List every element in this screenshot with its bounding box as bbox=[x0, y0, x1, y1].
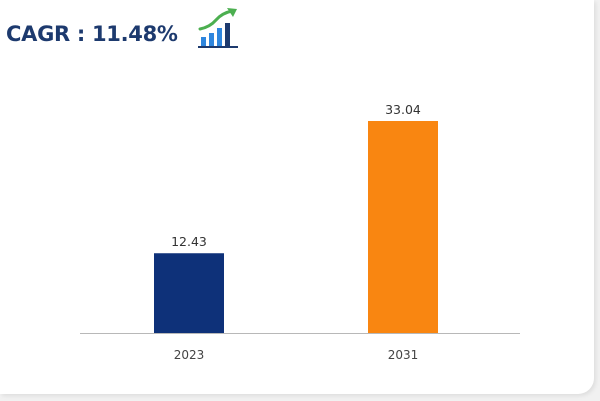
x-tick-label-2023: 2023 bbox=[174, 348, 205, 362]
bar-2023 bbox=[154, 253, 224, 333]
data-label-2023: 12.43 bbox=[171, 234, 207, 249]
cagr-title: CAGR : 11.48% bbox=[6, 22, 178, 46]
chart-card: CAGR : 11.48% 12.43 2023 33.04 2031 bbox=[0, 0, 594, 394]
cagr-header: CAGR : 11.48% bbox=[6, 8, 240, 52]
x-tick-label-2031: 2031 bbox=[388, 348, 419, 362]
data-label-2031: 33.04 bbox=[385, 102, 421, 117]
bar-2031 bbox=[368, 120, 438, 333]
rising-bar-chart-icon bbox=[197, 8, 238, 48]
